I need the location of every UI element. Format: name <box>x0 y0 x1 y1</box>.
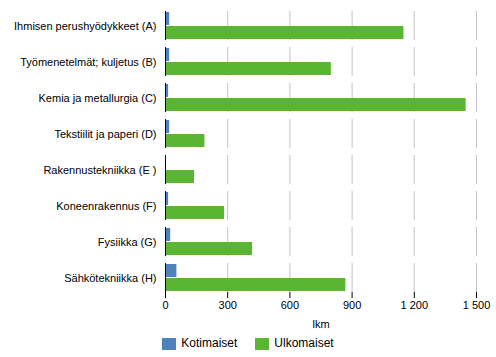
svg-text:900: 900 <box>343 299 361 311</box>
svg-text:Työmenetelmät; kuljetus (B): Työmenetelmät; kuljetus (B) <box>20 56 156 68</box>
html-text:Kotimaiset: Kotimaiset <box>181 336 238 350</box>
html-text:Ulkomaiset: Ulkomaiset <box>274 336 334 350</box>
svg-text:Rakennustekniikka (E ): Rakennustekniikka (E ) <box>43 164 156 176</box>
svg-text:Kemia ja metallurgia (C): Kemia ja metallurgia (C) <box>39 92 157 104</box>
svg-text:1 200: 1 200 <box>401 299 429 311</box>
svg-text:0: 0 <box>162 299 168 311</box>
svg-text:Koneenrakennus (F): Koneenrakennus (F) <box>56 200 156 212</box>
svg-text:Fysiikka (G): Fysiikka (G) <box>98 236 157 248</box>
svg-text:Ihmisen perushyödykkeet (A): Ihmisen perushyödykkeet (A) <box>14 20 156 32</box>
svg-text:lkm: lkm <box>312 318 329 330</box>
svg-text:300: 300 <box>219 299 237 311</box>
svg-text:600: 600 <box>281 299 299 311</box>
svg-text:Tekstiilit ja paperi (D): Tekstiilit ja paperi (D) <box>54 128 156 140</box>
svg-text:Sähkötekniikka (H): Sähkötekniikka (H) <box>64 272 156 284</box>
svg-text:1 500: 1 500 <box>463 299 491 311</box>
